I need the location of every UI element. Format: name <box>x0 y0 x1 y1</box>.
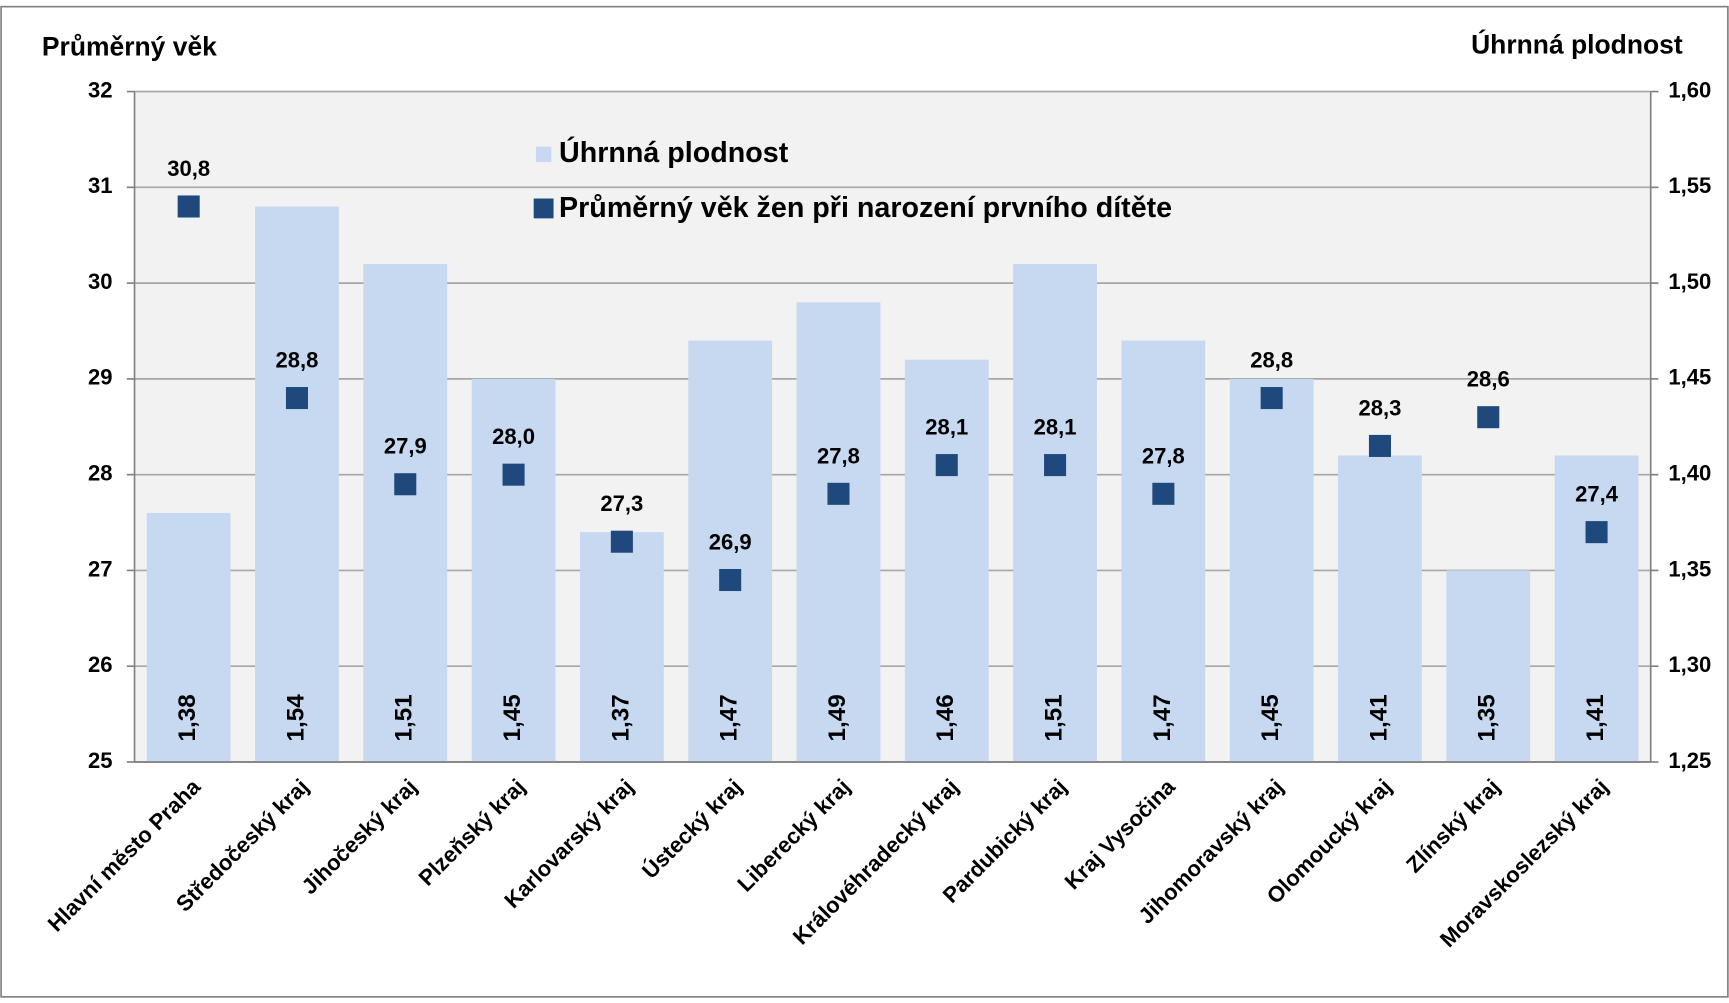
point-value-label: 27,8 <box>1142 443 1185 468</box>
bar-value-label: 1,45 <box>1257 694 1284 741</box>
bar-value-label: 1,49 <box>824 694 851 741</box>
bar <box>1446 570 1531 762</box>
point-value-label: 28,0 <box>492 424 535 449</box>
y-tick-label: 31 <box>88 173 113 198</box>
bar-value-label: 1,38 <box>174 694 201 741</box>
point <box>1260 387 1283 410</box>
point-value-label: 26,9 <box>709 529 752 554</box>
bar <box>579 532 664 762</box>
legend-label: Průměrný věk žen při narození prvního dí… <box>559 192 1172 224</box>
y2-tick-label: 1,25 <box>1668 748 1711 773</box>
y2-tick-label: 1,30 <box>1668 652 1711 677</box>
legend-label: Úhrnná plodnost <box>559 135 789 169</box>
bar-value-label: 1,41 <box>1582 694 1609 741</box>
y2-tick-label: 1,45 <box>1668 365 1711 390</box>
point <box>1152 482 1175 505</box>
bar-value-label: 1,51 <box>391 694 418 741</box>
bar <box>146 512 231 762</box>
point-value-label: 27,4 <box>1575 482 1619 507</box>
point <box>610 530 633 553</box>
point-value-label: 27,9 <box>384 434 427 459</box>
bar <box>255 206 339 762</box>
bar-value-label: 1,35 <box>1474 694 1501 741</box>
point <box>1585 521 1608 544</box>
point <box>285 387 309 410</box>
y2-tick-label: 1,55 <box>1668 173 1711 198</box>
y-tick-label: 25 <box>88 748 113 773</box>
y-tick-label: 27 <box>88 556 113 581</box>
point-value-label: 28,8 <box>1250 347 1293 372</box>
point <box>935 454 958 477</box>
bar <box>471 378 556 762</box>
point-value-label: 28,8 <box>276 347 319 372</box>
bar-value-label: 1,46 <box>932 694 959 741</box>
point-value-label: 30,8 <box>167 156 210 181</box>
point <box>1044 454 1067 477</box>
bar-value-label: 1,51 <box>1040 694 1067 741</box>
legend-swatch <box>533 198 554 219</box>
bar <box>1338 455 1422 762</box>
point <box>719 568 742 592</box>
y2-tick-label: 1,35 <box>1668 556 1711 581</box>
point-value-label: 27,3 <box>600 491 643 516</box>
point-value-label: 28,1 <box>1034 415 1077 440</box>
y-tick-label: 29 <box>88 365 113 390</box>
y2-tick-label: 1,60 <box>1668 77 1711 102</box>
point <box>1477 406 1500 429</box>
point-value-label: 28,1 <box>925 415 968 440</box>
bar-value-label: 1,37 <box>607 694 634 741</box>
bar-value-label: 1,47 <box>1149 694 1176 741</box>
point-value-label: 28,6 <box>1467 367 1510 392</box>
point <box>394 473 417 496</box>
bar-value-label: 1,41 <box>1365 694 1392 741</box>
point <box>502 463 525 486</box>
bar-value-label: 1,47 <box>716 694 743 741</box>
y2-axis-title: Úhrnná plodnost <box>1471 29 1683 59</box>
bar-value-label: 1,45 <box>499 694 526 741</box>
point-value-label: 27,8 <box>817 443 860 468</box>
point-value-label: 28,3 <box>1359 395 1402 420</box>
bar-value-label: 1,54 <box>282 694 309 742</box>
y2-tick-label: 1,50 <box>1668 269 1711 294</box>
point <box>177 195 200 218</box>
bar <box>1554 455 1639 762</box>
bar <box>1229 378 1314 762</box>
bar <box>1121 340 1206 762</box>
y-tick-label: 32 <box>88 77 113 102</box>
point <box>827 482 850 505</box>
y-tick-label: 26 <box>88 652 113 677</box>
y2-tick-label: 1,40 <box>1668 460 1711 485</box>
y-axis-title: Průměrný věk <box>42 32 217 62</box>
bar <box>796 302 881 762</box>
y-tick-label: 28 <box>88 460 113 485</box>
legend-swatch <box>535 146 552 163</box>
bar <box>363 263 448 762</box>
bar <box>904 359 989 762</box>
bar <box>1013 263 1097 762</box>
y-tick-label: 30 <box>88 269 113 294</box>
bar <box>688 340 773 762</box>
point <box>1368 434 1391 457</box>
